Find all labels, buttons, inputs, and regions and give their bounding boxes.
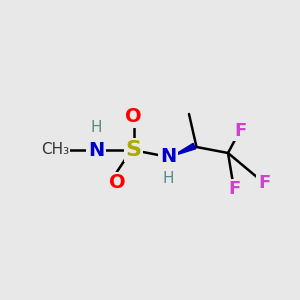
Text: O: O <box>109 173 125 193</box>
Text: F: F <box>228 180 240 198</box>
Text: O: O <box>125 107 142 127</box>
Text: N: N <box>160 146 176 166</box>
Polygon shape <box>172 143 196 156</box>
Text: F: F <box>234 122 246 140</box>
Text: H: H <box>90 120 102 135</box>
Text: S: S <box>125 140 142 160</box>
Text: F: F <box>258 174 270 192</box>
Text: H: H <box>162 171 174 186</box>
Text: CH₃: CH₃ <box>41 142 70 158</box>
Text: N: N <box>88 140 104 160</box>
